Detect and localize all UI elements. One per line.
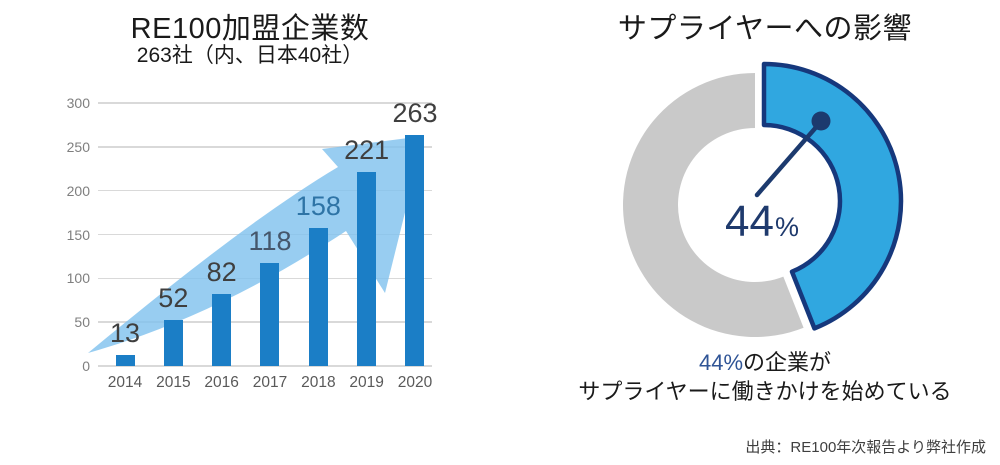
bar-value-2017: 118	[248, 225, 292, 256]
source-note: 出典：RE100年次報告より弊社作成	[745, 439, 986, 456]
donut-caption: 44%の企業が サプライヤーに働きかけを始めている	[530, 348, 1000, 406]
x-tick-2020: 2020	[397, 374, 433, 391]
growth-arrow	[88, 136, 424, 353]
donut-chart-title: サプライヤーへの影響	[617, 13, 913, 45]
donut-center-unit: %	[774, 212, 799, 242]
bar-2016	[212, 294, 232, 366]
x-tick-2015: 2015	[156, 374, 191, 391]
y-tick-250: 250	[66, 138, 90, 155]
pointer-line	[754, 122, 821, 198]
gridline-200	[98, 189, 432, 192]
growth-arrow-shape	[88, 136, 424, 353]
donut-center-label: 44%	[725, 200, 799, 244]
bar-2015	[163, 320, 183, 366]
x-tick-2014: 2014	[107, 374, 143, 391]
gridline-250	[98, 146, 432, 148]
bar-2020	[405, 135, 425, 366]
bar-value-2015: 52	[158, 283, 189, 314]
donut-center-value: 44	[725, 197, 774, 246]
y-tick-150: 150	[66, 226, 90, 243]
donut-highlight-slice	[761, 61, 904, 331]
donut-chart: 44%	[585, 55, 945, 355]
bar-2017	[260, 262, 280, 366]
pointer-dot	[811, 111, 831, 131]
x-tick-2018: 2018	[301, 374, 336, 391]
x-tick-2016: 2016	[204, 374, 239, 391]
bar-value-2014: 13	[109, 317, 141, 348]
bar-chart-title: RE100加盟企業数	[130, 13, 370, 45]
y-tick-100: 100	[66, 270, 90, 287]
bar-chart-section: RE100加盟企業数 263社（内、日本40社） 0 50 100 150 200 250…	[67, 13, 438, 391]
bar-value-2018: 158	[295, 190, 341, 221]
bar-chart-subtitle: 263社（内、日本40社）	[136, 44, 364, 67]
bar-value-2016: 82	[206, 257, 237, 288]
donut-caption-line2: サプライヤーに働きかけを始めている	[578, 379, 952, 405]
donut-chart-section: サプライヤーへの影響 44% 44%の企業が サプライヤーに働きかけを始めている	[530, 0, 1000, 465]
y-tick-50: 50	[74, 314, 90, 331]
gridline-0	[98, 365, 432, 367]
donut-remainder-slice	[623, 73, 804, 337]
bar-value-2020: 263	[392, 98, 438, 129]
gridline-300	[98, 102, 432, 104]
bar-value-2019: 221	[344, 135, 390, 166]
bar-2018	[308, 227, 328, 366]
bar-chart-plot: 0 50 100 150 200 250 300 13 2014 52 2015 82 2016 118 2…	[67, 96, 438, 391]
bar-2014	[115, 354, 135, 366]
y-tick-0: 0	[82, 358, 90, 374]
y-tick-200: 200	[66, 182, 90, 199]
bar-2019	[357, 172, 377, 366]
x-tick-2017: 2017	[252, 374, 288, 391]
x-tick-2019: 2019	[349, 374, 384, 391]
donut-caption-highlight: 44%	[698, 350, 744, 375]
donut-svg	[623, 61, 904, 337]
donut-caption-rest: の企業が	[743, 350, 832, 375]
donut-caption-line1: 44%の企業が	[530, 348, 1000, 377]
y-tick-300: 300	[66, 95, 90, 111]
